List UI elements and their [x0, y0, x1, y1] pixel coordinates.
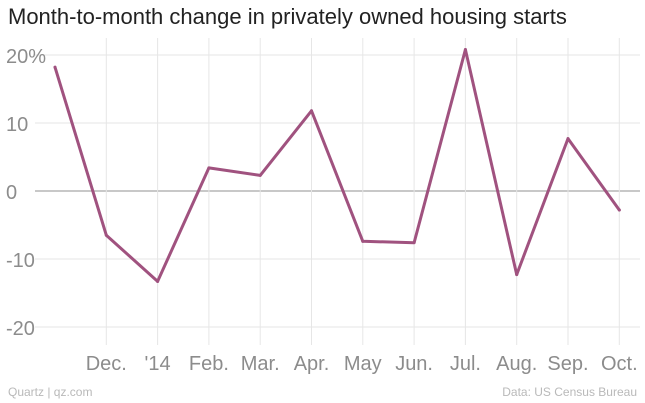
data-point [566, 137, 570, 141]
footer-credit: Quartz | qz.com [8, 385, 93, 399]
footer-source: Data: US Census Bureau [502, 385, 637, 399]
data-point [207, 166, 211, 170]
data-point [463, 48, 467, 52]
x-tick-label: Oct. [601, 353, 638, 375]
data-point [310, 109, 313, 113]
data-point [515, 273, 519, 277]
x-tick-label: Sep. [547, 353, 588, 375]
data-point [617, 208, 621, 212]
x-tick-label: May [344, 353, 382, 375]
data-point [258, 173, 262, 177]
data-point [53, 65, 57, 69]
x-tick-label: Dec. [86, 353, 127, 375]
data-point [104, 233, 108, 237]
x-tick-label: Jun. [395, 353, 433, 375]
x-tick-label: Apr. [294, 353, 330, 375]
y-tick-label: -10 [6, 250, 35, 272]
x-tick-label: Mar. [241, 353, 280, 375]
y-tick-label: 10 [6, 114, 28, 136]
series-line [53, 48, 621, 283]
data-point [412, 241, 416, 245]
x-tick-label: Feb. [189, 353, 229, 375]
x-tick-label: '14 [145, 353, 171, 375]
y-tick-label: -20 [6, 318, 35, 340]
y-tick-label: 20% [6, 46, 46, 68]
y-tick-label: 0 [6, 182, 17, 204]
data-point [156, 279, 160, 283]
chart-title: Month-to-month change in privately owned… [8, 4, 567, 29]
x-tick-label: Jul. [450, 353, 481, 375]
data-point [361, 239, 365, 243]
x-tick-label: Aug. [496, 353, 537, 375]
